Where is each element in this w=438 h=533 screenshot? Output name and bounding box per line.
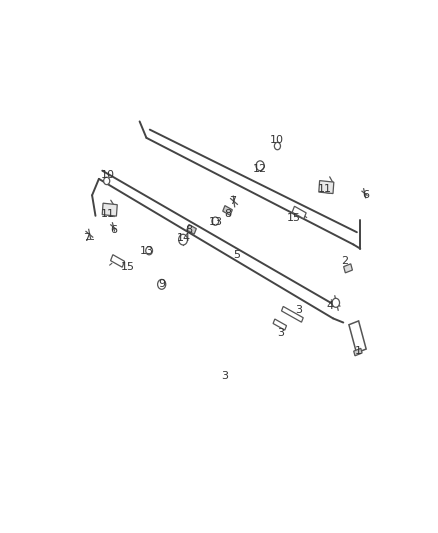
Text: 13: 13 bbox=[209, 217, 223, 227]
Polygon shape bbox=[273, 319, 286, 330]
Text: 10: 10 bbox=[270, 135, 284, 145]
Polygon shape bbox=[102, 203, 117, 216]
Text: 15: 15 bbox=[287, 213, 301, 223]
Circle shape bbox=[332, 298, 339, 308]
Text: 7: 7 bbox=[230, 197, 237, 206]
Circle shape bbox=[256, 161, 264, 171]
Circle shape bbox=[146, 247, 152, 255]
Circle shape bbox=[104, 177, 110, 184]
Circle shape bbox=[274, 142, 280, 150]
Text: 13: 13 bbox=[139, 246, 153, 256]
Text: 6: 6 bbox=[111, 225, 118, 235]
Text: 15: 15 bbox=[121, 262, 135, 272]
Polygon shape bbox=[292, 206, 306, 219]
Polygon shape bbox=[344, 264, 353, 273]
Text: 4: 4 bbox=[326, 301, 333, 311]
Text: 1: 1 bbox=[355, 346, 362, 356]
Text: 3: 3 bbox=[277, 328, 284, 338]
Polygon shape bbox=[282, 306, 303, 322]
Text: 7: 7 bbox=[83, 233, 91, 244]
Polygon shape bbox=[110, 255, 124, 267]
Text: 3: 3 bbox=[296, 305, 303, 315]
Text: 3: 3 bbox=[221, 371, 228, 381]
Polygon shape bbox=[319, 181, 334, 193]
Circle shape bbox=[179, 235, 187, 245]
Text: 10: 10 bbox=[100, 170, 114, 180]
Text: 5: 5 bbox=[233, 250, 240, 260]
Text: 2: 2 bbox=[341, 256, 349, 266]
Text: 9: 9 bbox=[158, 279, 165, 288]
Text: 12: 12 bbox=[253, 164, 267, 174]
Text: 11: 11 bbox=[100, 209, 114, 219]
Text: 6: 6 bbox=[362, 190, 369, 200]
Circle shape bbox=[212, 217, 219, 225]
Polygon shape bbox=[354, 349, 362, 356]
Circle shape bbox=[158, 279, 166, 289]
Polygon shape bbox=[223, 206, 232, 215]
Text: 11: 11 bbox=[318, 184, 332, 194]
Text: 8: 8 bbox=[224, 209, 231, 219]
Polygon shape bbox=[187, 224, 196, 234]
Text: 8: 8 bbox=[185, 225, 192, 235]
Polygon shape bbox=[349, 321, 366, 353]
Text: 14: 14 bbox=[177, 233, 191, 244]
